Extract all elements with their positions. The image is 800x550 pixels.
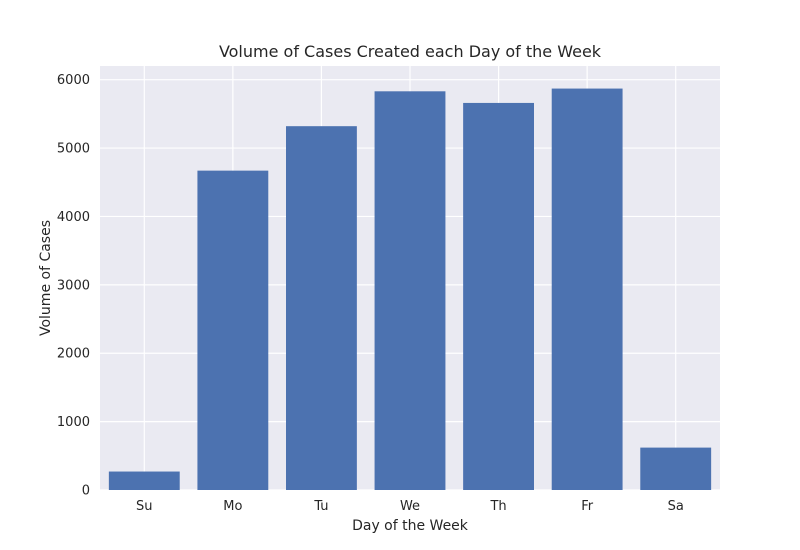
bar-fr (551, 88, 623, 490)
y-tick-label: 2000 (57, 347, 90, 362)
bar-su (108, 471, 180, 490)
bar-sa (640, 447, 712, 490)
y-tick-label: 4000 (57, 210, 90, 225)
y-tick-label: 5000 (57, 142, 90, 157)
bar-we (374, 91, 446, 490)
y-tick-label: 0 (82, 484, 90, 499)
y-tick-label: 6000 (57, 73, 90, 88)
y-tick-labels: 0 1000 2000 3000 4000 5000 6000 (57, 73, 90, 498)
x-tick-labels: Su Mo Tu We Th Fr Sa (136, 499, 684, 514)
x-tick-label: We (400, 499, 420, 514)
x-tick-label: Sa (668, 499, 684, 514)
x-tick-label: Mo (223, 499, 242, 514)
x-axis-label: Day of the Week (352, 518, 469, 534)
y-tick-label: 1000 (57, 415, 90, 430)
x-tick-label: Tu (313, 499, 328, 514)
bars (108, 88, 712, 491)
bar-mo (197, 170, 269, 490)
bar-th (463, 102, 534, 491)
chart-title: Volume of Cases Created each Day of the … (219, 42, 602, 61)
x-tick-label: Fr (581, 499, 594, 514)
y-axis-label: Volume of Cases (38, 220, 54, 336)
y-tick-label: 3000 (57, 278, 90, 293)
x-tick-label: Th (489, 499, 506, 514)
x-tick-label: Su (136, 499, 153, 514)
bar-tu (286, 126, 357, 490)
